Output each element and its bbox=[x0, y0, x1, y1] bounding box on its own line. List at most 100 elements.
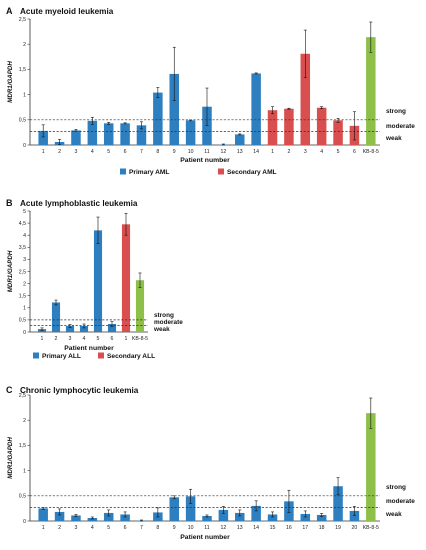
x-tick-label: KB-8-5 bbox=[363, 525, 379, 531]
x-tick-label: 19 bbox=[335, 525, 341, 531]
x-tick-label: 20 bbox=[352, 525, 358, 531]
bar bbox=[87, 120, 98, 145]
x-tick-label: 10 bbox=[188, 525, 194, 531]
x-tick-label: 1 bbox=[41, 336, 44, 342]
x-tick-label: 8 bbox=[156, 525, 159, 531]
chart-title: Acute myeloid leukemia bbox=[20, 7, 114, 16]
x-tick-label: 2 bbox=[55, 336, 58, 342]
y-tick-label: 1 bbox=[23, 92, 26, 98]
x-tick-label: 1 bbox=[42, 525, 45, 531]
x-tick-label: 16 bbox=[286, 525, 292, 531]
y-tick-label: 0,5 bbox=[19, 318, 26, 324]
x-tick-label: 15 bbox=[270, 525, 276, 531]
bar bbox=[38, 508, 48, 521]
panel-letter: A bbox=[6, 6, 13, 16]
x-tick-label: 5 bbox=[107, 149, 110, 155]
bar bbox=[54, 511, 65, 521]
threshold-label-strong: strong bbox=[386, 108, 406, 115]
y-tick-label: 2,5 bbox=[19, 17, 26, 23]
x-tick-label: 2 bbox=[58, 149, 61, 155]
x-axis-label: Patient number bbox=[180, 157, 230, 164]
x-tick-label: 6 bbox=[124, 525, 127, 531]
bar bbox=[135, 280, 145, 332]
bar bbox=[218, 509, 229, 521]
bar bbox=[169, 73, 179, 145]
y-tick-label: 5 bbox=[23, 209, 26, 215]
bar bbox=[120, 123, 130, 145]
y-tick-label: 3,5 bbox=[19, 245, 26, 251]
y-tick-label: 0 bbox=[23, 519, 26, 525]
bar bbox=[169, 497, 179, 521]
bar bbox=[267, 110, 278, 145]
x-tick-label: 1 bbox=[42, 149, 45, 155]
x-axis-label: Patient number bbox=[180, 534, 230, 541]
x-tick-label: 7 bbox=[140, 149, 143, 155]
x-tick-label: 13 bbox=[237, 525, 243, 531]
y-tick-label: 4 bbox=[23, 233, 26, 239]
chart-title: Chronic lymphocytic leukemia bbox=[20, 386, 139, 395]
x-tick-label: 4 bbox=[91, 525, 94, 531]
bar bbox=[71, 130, 81, 145]
y-tick-label: 1,5 bbox=[19, 443, 26, 449]
bar bbox=[235, 512, 245, 521]
bar bbox=[333, 120, 343, 145]
x-tick-label: 2 bbox=[287, 149, 290, 155]
y-tick-label: 2 bbox=[23, 281, 26, 287]
bar bbox=[267, 514, 278, 521]
bar bbox=[71, 515, 81, 521]
bar bbox=[120, 514, 130, 521]
x-tick-label: 6 bbox=[111, 336, 114, 342]
x-tick-label: 3 bbox=[69, 336, 72, 342]
x-tick-label: 7 bbox=[140, 525, 143, 531]
bar bbox=[93, 230, 103, 332]
x-axis-label: Patient number bbox=[64, 345, 114, 352]
bar bbox=[284, 108, 294, 145]
x-tick-label: 4 bbox=[91, 149, 94, 155]
bar bbox=[300, 53, 311, 145]
legend-swatch bbox=[218, 168, 224, 175]
threshold-label-moderate: moderate bbox=[386, 498, 415, 505]
y-tick-label: 1,5 bbox=[19, 67, 26, 73]
x-tick-label: KB-8-5 bbox=[132, 336, 148, 342]
x-tick-label: 5 bbox=[97, 336, 100, 342]
bar bbox=[300, 513, 311, 521]
bar bbox=[136, 125, 147, 145]
x-tick-label: 2 bbox=[58, 525, 61, 531]
threshold-label-weak: weak bbox=[385, 135, 402, 142]
x-tick-label: 4 bbox=[83, 336, 86, 342]
panel-letter: B bbox=[6, 198, 13, 208]
bar bbox=[79, 325, 89, 332]
y-axis-label: MDR1/GAPDH bbox=[7, 250, 14, 292]
bar bbox=[87, 517, 98, 521]
threshold-label-strong: strong bbox=[386, 484, 406, 491]
y-tick-label: 0,5 bbox=[19, 118, 26, 124]
threshold-label-weak: weak bbox=[153, 326, 170, 333]
y-axis-label: MDR1/GAPDH bbox=[7, 437, 14, 479]
y-tick-label: 2 bbox=[23, 42, 26, 48]
x-tick-label: 4 bbox=[320, 149, 323, 155]
bar bbox=[251, 505, 261, 521]
x-tick-label: 12 bbox=[220, 149, 226, 155]
legend-label: Primary ALL bbox=[42, 353, 81, 360]
bar bbox=[121, 224, 131, 332]
bar bbox=[103, 512, 114, 521]
y-tick-label: 1,5 bbox=[19, 294, 26, 300]
bar bbox=[333, 486, 343, 521]
x-tick-label: 17 bbox=[302, 525, 308, 531]
bar bbox=[235, 134, 245, 145]
legend-swatch bbox=[98, 352, 104, 359]
x-tick-label: KB-8-5 bbox=[363, 149, 379, 155]
bar bbox=[202, 515, 212, 521]
x-tick-label: 12 bbox=[220, 525, 226, 531]
y-axis-label: MDR1/GAPDH bbox=[7, 61, 14, 103]
x-tick-label: 1 bbox=[125, 336, 128, 342]
x-tick-label: 5 bbox=[107, 525, 110, 531]
bar bbox=[251, 73, 261, 145]
legend-label: Secondary AML bbox=[227, 169, 277, 176]
bar bbox=[366, 37, 376, 146]
x-tick-label: 3 bbox=[304, 149, 307, 155]
threshold-label-moderate: moderate bbox=[154, 319, 183, 326]
x-tick-label: 6 bbox=[353, 149, 356, 155]
threshold-label-strong: strong bbox=[154, 312, 174, 319]
